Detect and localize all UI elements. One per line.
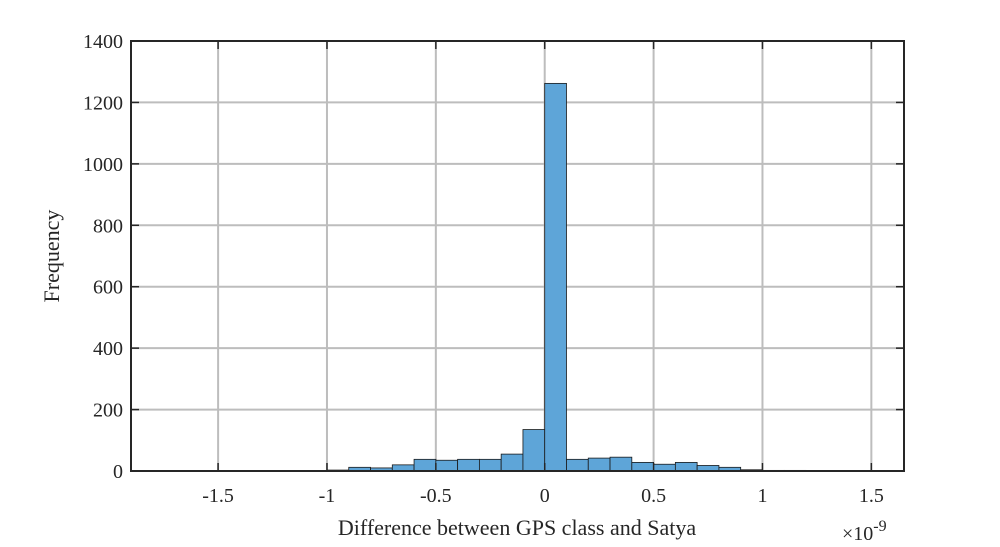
histogram-bar <box>544 82 567 472</box>
x-tick-label: 0 <box>540 485 550 507</box>
y-tick-label: 200 <box>93 400 123 422</box>
x-tick-label: 0.5 <box>641 485 666 507</box>
y-tick-label: 1400 <box>83 31 123 53</box>
histogram-bar <box>500 453 524 472</box>
x-axis-exponent: ×10-9 <box>842 518 887 545</box>
y-tick-label: 0 <box>113 461 123 483</box>
grid-lines <box>131 41 904 471</box>
x-tick-label: -1 <box>319 485 336 507</box>
plot-frame <box>130 40 905 472</box>
plot-background <box>131 41 904 471</box>
x-axis-exponent-power: -9 <box>873 518 886 535</box>
y-tick-label: 1200 <box>83 92 123 114</box>
histogram-bar <box>609 456 633 472</box>
histogram-bar <box>435 459 459 472</box>
histogram-bar <box>478 458 502 472</box>
x-axis-ticks: -1.5 -1 -0.5 0 0.5 1 1.5 <box>202 41 884 507</box>
x-tick-label: -1.5 <box>202 485 234 507</box>
x-tick-label: -0.5 <box>420 485 452 507</box>
y-tick-label: 800 <box>93 215 123 237</box>
y-tick-label: 400 <box>93 338 123 360</box>
histogram-bar <box>674 461 698 472</box>
y-tick-label: 1000 <box>83 154 123 176</box>
histogram-bar <box>631 461 654 472</box>
histogram-bar <box>522 429 546 472</box>
y-tick-label: 600 <box>93 277 123 299</box>
y-axis-title: Frequency <box>39 210 64 303</box>
histogram-bar <box>587 457 611 472</box>
y-axis-ticks: 0 200 400 600 800 1000 1200 1400 <box>83 31 904 483</box>
histogram-bar <box>413 458 437 472</box>
histogram-bar <box>566 458 589 472</box>
histogram-bar <box>457 458 480 472</box>
x-tick-label: 1 <box>757 485 767 507</box>
x-tick-label: 1.5 <box>859 485 884 507</box>
x-axis-exponent-base: ×10 <box>842 523 873 545</box>
histogram-bar <box>653 463 676 472</box>
x-axis-title: Difference between GPS class and Satya <box>338 515 696 540</box>
